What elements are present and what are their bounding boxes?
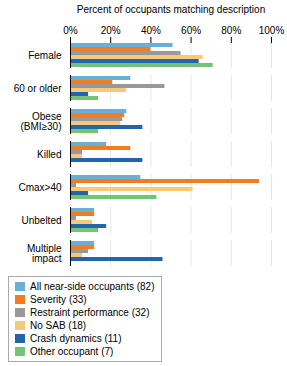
- svg-text:40%: 40%: [141, 25, 161, 36]
- svg-text:Multipleimpact: Multipleimpact: [27, 243, 62, 264]
- svg-text:80%: 80%: [221, 25, 241, 36]
- html-text:Restraint performance (32): Restraint performance (32): [30, 307, 150, 318]
- html-text:Other occupant (7): Other occupant (7): [30, 346, 114, 357]
- svg-text:Killed: Killed: [37, 149, 61, 160]
- html-text:Crash dynamics (11): Crash dynamics (11): [30, 333, 122, 344]
- svg-text:60 or older: 60 or older: [14, 83, 62, 94]
- svg-text:60%: 60%: [181, 25, 201, 36]
- svg-text:20%: 20%: [101, 25, 121, 36]
- html-text:All near-side occupants (82): All near-side occupants (82): [30, 281, 155, 292]
- svg-text:Cmax>40: Cmax>40: [18, 182, 62, 193]
- svg-text:Unbelted: Unbelted: [21, 215, 61, 226]
- svg-text:Obese(BMI≥30): Obese(BMI≥30): [20, 111, 61, 132]
- svg-text:100%: 100%: [259, 25, 285, 36]
- svg-text:Female: Female: [28, 50, 62, 61]
- svg-text:0%: 0%: [63, 25, 78, 36]
- svg-text:Percent of occupants matching: Percent of occupants matching descriptio…: [77, 4, 265, 15]
- html-text:Severity (33): Severity (33): [30, 294, 87, 305]
- html-text:No SAB (18): No SAB (18): [30, 320, 87, 331]
